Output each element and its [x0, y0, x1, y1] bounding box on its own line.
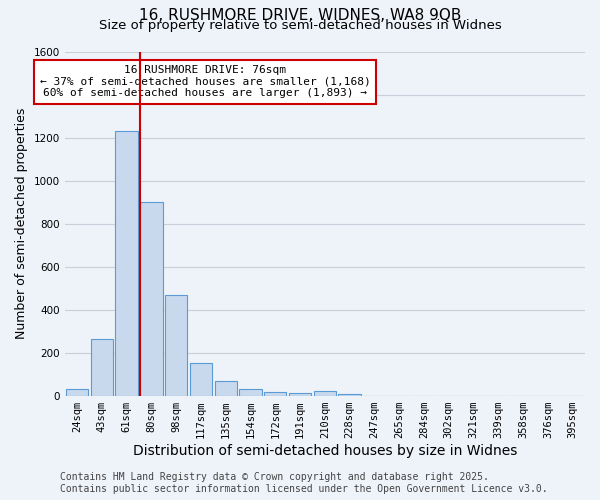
X-axis label: Distribution of semi-detached houses by size in Widnes: Distribution of semi-detached houses by … [133, 444, 517, 458]
Text: 16, RUSHMORE DRIVE, WIDNES, WA8 9QB: 16, RUSHMORE DRIVE, WIDNES, WA8 9QB [139, 8, 461, 22]
Bar [190, 364, 212, 396]
Text: Size of property relative to semi-detached houses in Widnes: Size of property relative to semi-detach… [98, 18, 502, 32]
Text: Contains HM Land Registry data © Crown copyright and database right 2025.
Contai: Contains HM Land Registry data © Crown c… [60, 472, 548, 494]
Bar [140, 202, 163, 396]
Y-axis label: Number of semi-detached properties: Number of semi-detached properties [15, 108, 28, 339]
Bar [215, 380, 237, 396]
Bar [314, 392, 336, 396]
Bar [239, 389, 262, 396]
Bar [338, 394, 361, 396]
Bar [91, 338, 113, 396]
Text: 16 RUSHMORE DRIVE: 76sqm
← 37% of semi-detached houses are smaller (1,168)
60% o: 16 RUSHMORE DRIVE: 76sqm ← 37% of semi-d… [40, 66, 371, 98]
Bar [289, 394, 311, 396]
Bar [66, 389, 88, 396]
Bar [115, 131, 138, 396]
Bar [165, 294, 187, 396]
Bar [264, 392, 286, 396]
